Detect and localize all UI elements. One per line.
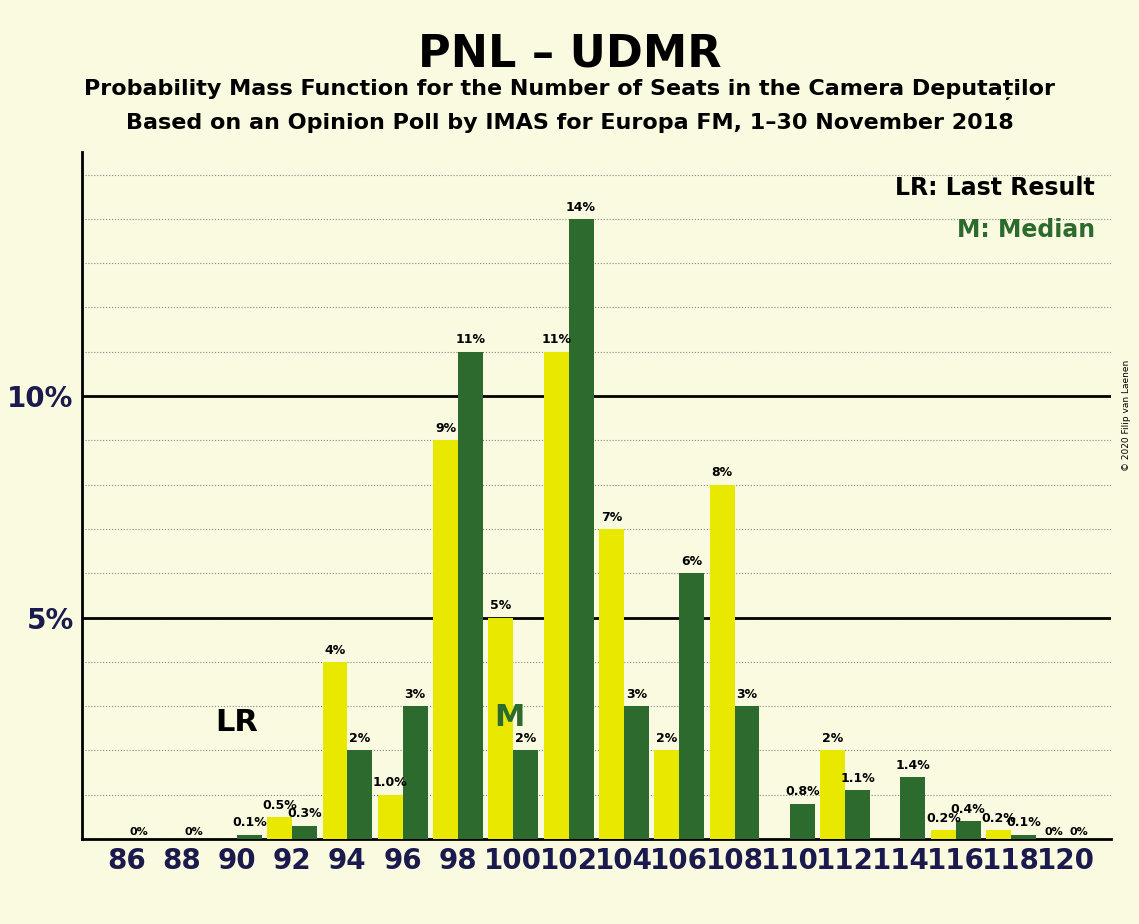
Text: 0.1%: 0.1%: [232, 816, 267, 829]
Bar: [1011, 834, 1035, 839]
Bar: [403, 706, 427, 839]
Bar: [489, 617, 514, 839]
Text: Based on an Opinion Poll by IMAS for Europa FM, 1–30 November 2018: Based on an Opinion Poll by IMAS for Eur…: [125, 113, 1014, 133]
Text: 0.1%: 0.1%: [1006, 816, 1041, 829]
Text: LR: Last Result: LR: Last Result: [895, 176, 1095, 201]
Bar: [599, 529, 624, 839]
Text: 0%: 0%: [185, 827, 204, 837]
Text: 2%: 2%: [350, 732, 370, 745]
Text: M: Median: M: Median: [957, 218, 1095, 242]
Text: M: M: [494, 702, 524, 732]
Text: Probability Mass Function for the Number of Seats in the Camera Deputaților: Probability Mass Function for the Number…: [84, 79, 1055, 100]
Bar: [931, 830, 956, 839]
Text: 0.2%: 0.2%: [926, 812, 960, 825]
Text: LR: LR: [215, 708, 259, 737]
Text: 1.1%: 1.1%: [841, 772, 875, 785]
Text: 4%: 4%: [325, 643, 345, 657]
Text: 3%: 3%: [737, 687, 757, 700]
Bar: [568, 219, 593, 839]
Bar: [956, 821, 981, 839]
Bar: [624, 706, 649, 839]
Bar: [820, 750, 845, 839]
Text: 0.2%: 0.2%: [981, 812, 1016, 825]
Text: 11%: 11%: [456, 334, 485, 346]
Text: 0.8%: 0.8%: [785, 785, 820, 798]
Bar: [347, 750, 372, 839]
Text: 0%: 0%: [130, 827, 148, 837]
Bar: [237, 834, 262, 839]
Bar: [845, 790, 870, 839]
Bar: [735, 706, 760, 839]
Text: 1.4%: 1.4%: [895, 759, 931, 772]
Text: 2%: 2%: [515, 732, 536, 745]
Bar: [789, 804, 814, 839]
Bar: [901, 777, 925, 839]
Text: 0.5%: 0.5%: [262, 798, 297, 811]
Text: © 2020 Filip van Laenen: © 2020 Filip van Laenen: [1122, 360, 1131, 471]
Bar: [292, 826, 317, 839]
Text: PNL – UDMR: PNL – UDMR: [418, 32, 721, 76]
Bar: [986, 830, 1011, 839]
Bar: [679, 573, 704, 839]
Text: 5%: 5%: [490, 600, 511, 613]
Text: 7%: 7%: [601, 511, 622, 524]
Bar: [710, 485, 735, 839]
Bar: [514, 750, 539, 839]
Text: 0.3%: 0.3%: [287, 808, 322, 821]
Text: 3%: 3%: [625, 687, 647, 700]
Text: 8%: 8%: [712, 467, 732, 480]
Text: 9%: 9%: [435, 422, 456, 435]
Bar: [322, 662, 347, 839]
Bar: [433, 441, 458, 839]
Bar: [378, 795, 403, 839]
Text: 1.0%: 1.0%: [372, 776, 408, 789]
Text: 14%: 14%: [566, 201, 596, 213]
Text: 2%: 2%: [656, 732, 678, 745]
Text: 6%: 6%: [681, 555, 703, 568]
Text: 0%: 0%: [1044, 827, 1063, 837]
Bar: [543, 352, 568, 839]
Text: 0%: 0%: [1070, 827, 1088, 837]
Bar: [268, 817, 292, 839]
Bar: [654, 750, 679, 839]
Text: 0.4%: 0.4%: [951, 803, 985, 816]
Text: 11%: 11%: [541, 334, 571, 346]
Bar: [458, 352, 483, 839]
Text: 2%: 2%: [822, 732, 843, 745]
Text: 3%: 3%: [404, 687, 426, 700]
